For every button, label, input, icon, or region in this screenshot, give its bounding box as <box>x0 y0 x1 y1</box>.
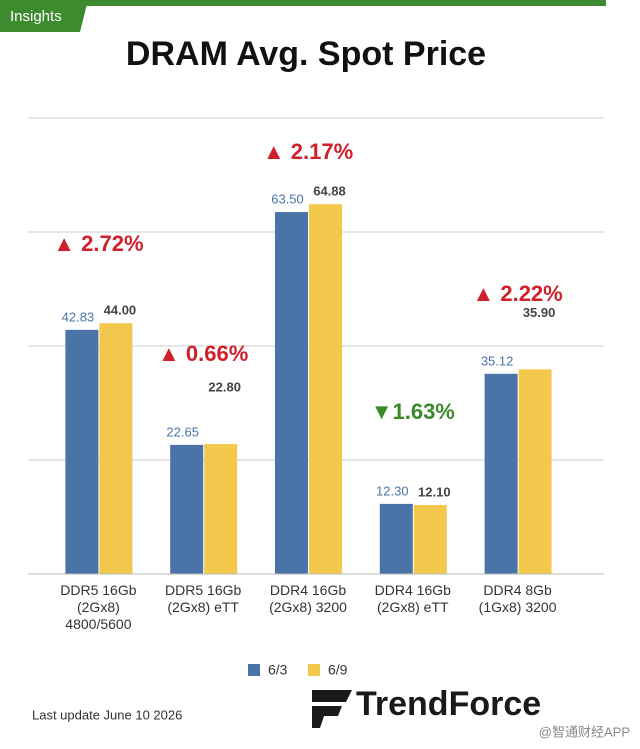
logo-icon <box>312 690 352 728</box>
value-label: 35.12 <box>481 353 514 368</box>
value-label: 12.30 <box>376 483 409 498</box>
value-label: 63.50 <box>271 191 304 206</box>
bar <box>379 503 413 574</box>
footer: Last update June 10 2026 <box>32 707 182 722</box>
value-label: 42.83 <box>62 309 95 324</box>
annotation: ▲ 2.72% <box>53 231 143 256</box>
badge-bg <box>0 0 88 32</box>
x-tick-label: DDR5 16Gb (2Gx8) 4800/5600 <box>60 582 137 632</box>
bar <box>204 444 238 574</box>
x-tick-label: DDR4 16Gb (2Gx8) 3200 <box>269 582 347 615</box>
x-tick-label: DDR4 8Gb (1Gx8) 3200 <box>478 582 557 615</box>
bar <box>170 444 204 574</box>
watermark: @智通财经APP <box>539 724 630 739</box>
top-bar <box>0 0 606 6</box>
bar <box>484 373 518 574</box>
annotation: ▲ 2.22% <box>472 281 562 306</box>
value-label: 12.10 <box>418 484 451 499</box>
value-label: 22.65 <box>166 424 199 439</box>
annotation: ▲ 2.17% <box>263 139 353 164</box>
annotation: ▲ 0.66% <box>158 341 248 366</box>
bar <box>99 323 133 574</box>
bar <box>275 212 308 575</box>
annotation: ▼1.63% <box>371 399 455 424</box>
bar <box>518 369 552 574</box>
value-label: 64.88 <box>313 184 346 199</box>
chart-title: DRAM Avg. Spot Price <box>126 35 486 73</box>
x-tick-label: DDR5 16Gb (2Gx8) eTT <box>165 582 242 615</box>
legend-swatch <box>308 664 320 676</box>
value-label: 44.00 <box>104 303 137 318</box>
legend-label: 6/3 <box>268 662 288 678</box>
legend-label: 6/9 <box>328 662 348 678</box>
bar <box>309 204 342 574</box>
value-label: 35.90 <box>523 305 556 320</box>
badge: Insights <box>10 8 62 25</box>
logo: TrendForce <box>356 685 541 723</box>
bar <box>413 505 447 574</box>
x-tick-label: DDR4 16Gb (2Gx8) eTT <box>374 582 451 615</box>
bar <box>65 329 99 574</box>
legend-swatch <box>248 664 260 676</box>
value-label: 22.80 <box>208 379 241 394</box>
